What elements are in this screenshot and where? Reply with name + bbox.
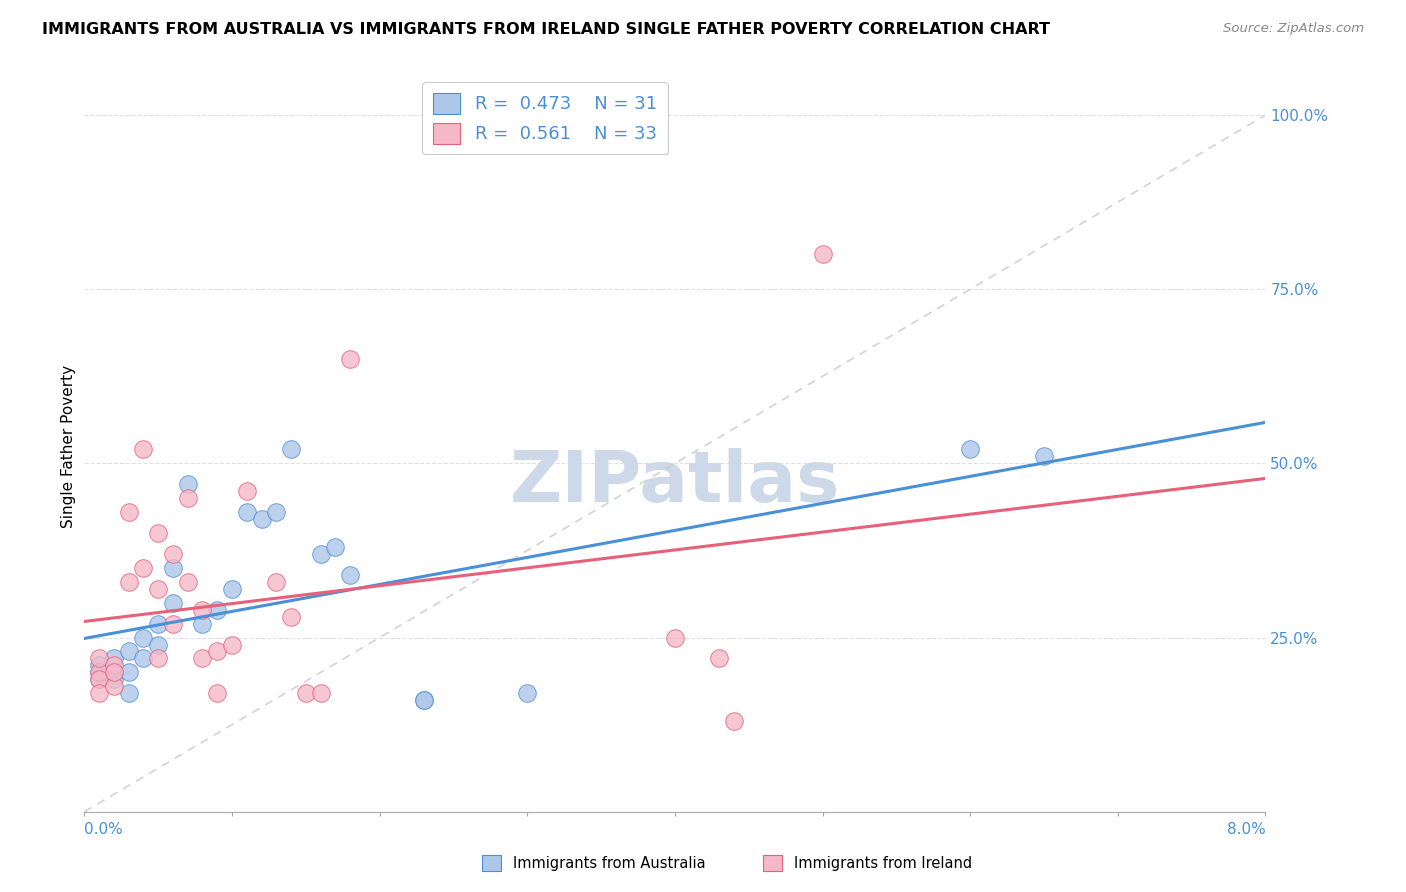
Point [250, 512, 273, 526]
Point [709, 651, 731, 665]
Point [959, 442, 981, 457]
Point [177, 574, 200, 589]
Point [87, 673, 111, 687]
Point [664, 631, 686, 645]
Point [323, 540, 347, 554]
Point [87, 686, 111, 700]
Point [87, 673, 111, 687]
Point [87, 665, 111, 680]
Point [148, 651, 170, 665]
Point [87, 665, 111, 680]
Point [280, 609, 302, 624]
Point [235, 505, 259, 519]
Point [280, 442, 302, 457]
Text: 0.0%: 0.0% [84, 822, 124, 837]
Text: ZIPatlas: ZIPatlas [510, 448, 839, 517]
Point [118, 686, 141, 700]
Point [118, 665, 141, 680]
Point [309, 547, 332, 561]
Point [162, 616, 184, 631]
Point [162, 547, 184, 561]
Text: Source: ZipAtlas.com: Source: ZipAtlas.com [1223, 22, 1364, 36]
Point [132, 442, 155, 457]
Point [264, 505, 288, 519]
Point [191, 616, 214, 631]
Text: 8.0%: 8.0% [1226, 822, 1265, 837]
Point [205, 644, 228, 658]
Point [1032, 450, 1054, 464]
Point [118, 574, 141, 589]
Y-axis label: Single Father Poverty: Single Father Poverty [60, 365, 76, 527]
Point [87, 658, 111, 673]
Point [103, 679, 125, 693]
Text: Immigrants from Ireland: Immigrants from Ireland [794, 856, 973, 871]
Point [103, 658, 125, 673]
Point [811, 247, 834, 261]
Point [221, 582, 243, 596]
Point [235, 484, 259, 499]
Point [177, 491, 200, 506]
Point [148, 582, 170, 596]
Point [103, 673, 125, 687]
Point [177, 477, 200, 491]
Point [103, 665, 125, 680]
Point [413, 693, 436, 707]
Point [132, 561, 155, 575]
Point [221, 638, 243, 652]
Point [295, 686, 318, 700]
Text: IMMIGRANTS FROM AUSTRALIA VS IMMIGRANTS FROM IRELAND SINGLE FATHER POVERTY CORRE: IMMIGRANTS FROM AUSTRALIA VS IMMIGRANTS … [42, 22, 1050, 37]
Point [103, 665, 125, 680]
Point [205, 603, 228, 617]
Point [264, 574, 288, 589]
Point [162, 596, 184, 610]
Point [162, 561, 184, 575]
Point [413, 693, 436, 707]
Point [191, 603, 214, 617]
Point [205, 686, 228, 700]
Point [516, 686, 538, 700]
Point [339, 567, 361, 582]
Point [118, 644, 141, 658]
Point [148, 526, 170, 541]
Point [339, 351, 361, 366]
Point [103, 651, 125, 665]
Point [723, 714, 745, 728]
Point [148, 638, 170, 652]
Point [132, 631, 155, 645]
Legend: R =  0.473    N = 31, R =  0.561    N = 33: R = 0.473 N = 31, R = 0.561 N = 33 [422, 82, 668, 154]
Point [148, 616, 170, 631]
Point [132, 651, 155, 665]
Point [87, 651, 111, 665]
Point [118, 505, 141, 519]
Point [309, 686, 332, 700]
Point [191, 651, 214, 665]
Text: Immigrants from Australia: Immigrants from Australia [513, 856, 706, 871]
